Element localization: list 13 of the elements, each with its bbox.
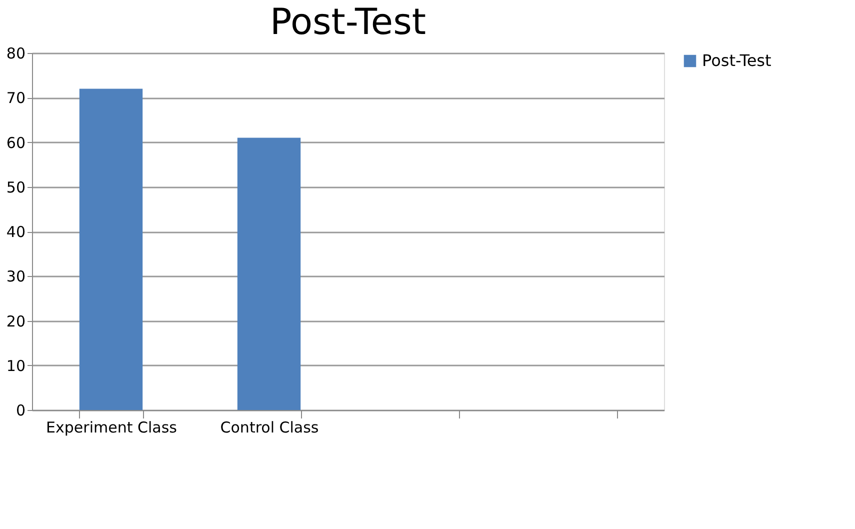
y-tick-label: 10 bbox=[6, 356, 26, 375]
y-tick-label: 20 bbox=[6, 312, 26, 330]
y-tick-label: 60 bbox=[6, 134, 26, 152]
legend-label: Post-Test bbox=[702, 51, 772, 70]
x-tick-label: Experiment Class bbox=[46, 418, 178, 436]
x-tick-label: Control Class bbox=[220, 418, 319, 436]
y-tick-label: 0 bbox=[16, 402, 26, 420]
y-tick-label: 30 bbox=[6, 268, 26, 286]
y-tick-label: 70 bbox=[6, 89, 26, 108]
y-tick-label: 80 bbox=[6, 44, 26, 62]
y-tick-label: 40 bbox=[6, 223, 26, 241]
y-tick-label: 50 bbox=[6, 178, 26, 196]
chart-title: Post-Test bbox=[270, 2, 426, 43]
